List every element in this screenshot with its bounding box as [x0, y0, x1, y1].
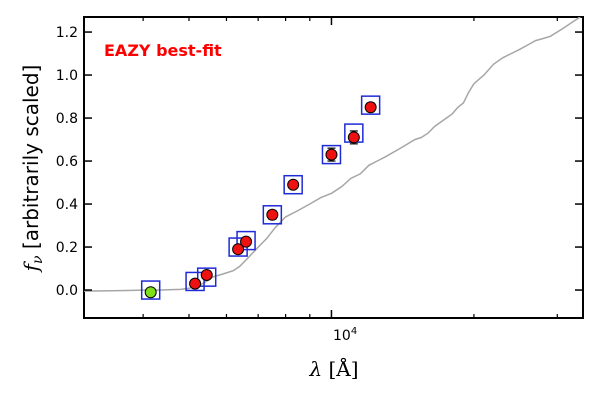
y-axis-title: fν [arbitrarily scaled]: [19, 65, 46, 274]
axis-ticks-layer: [84, 17, 583, 318]
y-axis-title-rest: [arbitrarily scaled]: [19, 65, 43, 256]
x-tick-label-base: 10: [333, 328, 351, 344]
x-tick-label-exponent: 4: [351, 326, 357, 337]
y-tick-label: 0.8: [56, 111, 78, 127]
observed-flux-point: [325, 148, 338, 161]
x-tick-label-1e4: 104: [333, 326, 357, 344]
observed-flux-point: [240, 235, 253, 248]
template-flux-box: [196, 267, 217, 287]
error-bars-layer: [191, 102, 375, 287]
observed-flux-point: [189, 277, 202, 290]
y-tick-label: 0.0: [56, 283, 78, 299]
nondetection-point: [144, 286, 157, 299]
plot-area: [83, 16, 584, 319]
template-flux-box: [262, 205, 283, 225]
x-axis-title-unit: [Å]: [322, 356, 358, 381]
template-flux-box: [185, 271, 205, 292]
template-flux-box: [236, 230, 256, 251]
template-flux-box: [321, 144, 342, 165]
observed-flux-points-layer: [144, 101, 377, 299]
y-tick-labels: 0.0 0.2 0.4 0.6 0.8 1.0 1.2: [56, 25, 78, 299]
y-tick-label: 0.2: [56, 240, 78, 256]
observed-flux-point: [232, 243, 245, 256]
x-axis-title: λ [Å]: [308, 356, 358, 381]
y-tick-label: 1.0: [56, 68, 78, 84]
template-flux-boxes-layer: [140, 95, 381, 300]
template-flux-box: [140, 280, 161, 300]
observed-flux-point: [347, 131, 360, 144]
plot-frame: [83, 16, 584, 319]
x-axis-title-lambda: λ: [308, 357, 322, 381]
observed-flux-point: [200, 269, 213, 281]
observed-flux-point: [266, 208, 279, 221]
y-tick-label: 0.6: [56, 154, 78, 170]
y-tick-label: 0.4: [56, 197, 78, 213]
y-tick-label: 1.2: [56, 25, 78, 41]
fit-annotation-label: EAZY best-fit: [104, 41, 222, 60]
template-flux-box: [360, 95, 381, 115]
observed-flux-point: [364, 101, 377, 114]
y-axis-title-nu: ν: [30, 255, 46, 264]
template-flux-box: [283, 174, 303, 195]
observed-flux-point: [287, 178, 300, 191]
